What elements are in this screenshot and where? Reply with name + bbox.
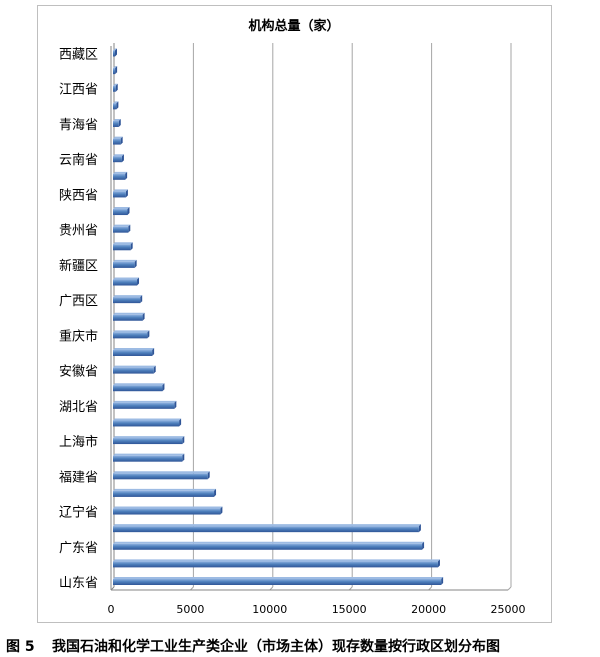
category-label: 广西区 [59, 294, 98, 309]
bar [113, 118, 121, 127]
figure-number: 图 5 [6, 639, 35, 655]
bar [113, 559, 440, 568]
bar [113, 506, 223, 515]
bar [113, 436, 185, 445]
gridline [507, 43, 512, 591]
bar [113, 83, 118, 92]
bar-chart: 机构总量（家） 西藏区江西省青海省云南省陕西省贵州省新疆区广西区重庆市安徽省湖北… [59, 18, 526, 616]
bar [113, 365, 156, 374]
category-label: 山东省 [59, 576, 98, 591]
bar [113, 577, 444, 585]
bar [113, 418, 182, 427]
x-tick-label: 25000 [491, 603, 526, 616]
bar [113, 136, 123, 145]
bar [113, 541, 425, 550]
category-label: 青海省 [59, 118, 98, 133]
x-tick-label: 15000 [332, 603, 367, 616]
category-label: 陕西省 [59, 188, 98, 203]
chart-title: 机构总量（家） [248, 18, 339, 34]
bar [113, 66, 118, 75]
bar [113, 154, 124, 163]
category-label: 重庆市 [59, 328, 98, 344]
bar [113, 101, 119, 110]
bar [113, 330, 150, 339]
figure-caption: 图 5 我国石油和化学工业生产类企业（市场主体）现存数量按行政区划分布图 [0, 634, 600, 656]
bar [113, 453, 185, 462]
gridline [348, 43, 353, 591]
gridline [269, 43, 274, 591]
x-tick-label: 0 [108, 603, 115, 616]
category-labels: 西藏区江西省青海省云南省陕西省贵州省新疆区广西区重庆市安徽省湖北省上海市福建省辽… [59, 48, 98, 592]
bar [113, 171, 128, 180]
category-label: 上海市 [59, 434, 98, 450]
category-label: 辽宁省 [59, 505, 98, 521]
category-label: 江西省 [59, 83, 98, 98]
bar [113, 471, 210, 480]
gridline [428, 43, 433, 591]
bar [113, 400, 177, 409]
bar [113, 383, 165, 392]
bar [113, 259, 137, 268]
figure-caption-text: 我国石油和化学工业生产类企业（市场主体）现存数量按行政区划分布图 [52, 639, 500, 655]
bar [113, 312, 145, 321]
bars [113, 48, 444, 585]
bar [113, 242, 133, 251]
category-label: 贵州省 [59, 224, 98, 239]
category-label: 西藏区 [59, 48, 98, 63]
category-label: 湖北省 [59, 400, 98, 415]
bar [113, 207, 130, 216]
category-label: 广东省 [59, 541, 98, 556]
bar [113, 488, 217, 497]
category-label: 云南省 [59, 152, 98, 168]
bar [113, 295, 143, 304]
x-tick-label: 20000 [411, 603, 446, 616]
bar [113, 189, 128, 198]
category-label: 福建省 [59, 470, 98, 485]
x-tick-label: 10000 [252, 603, 287, 616]
x-tick-label: 5000 [176, 603, 204, 616]
x-tick-labels: 0 5000 10000 15000 20000 25000 [108, 603, 526, 616]
bar [113, 524, 421, 533]
category-label: 新疆区 [59, 258, 98, 274]
axis-corner [110, 586, 115, 591]
bar [113, 277, 140, 286]
gridlines [190, 43, 512, 591]
bar [113, 224, 131, 233]
category-label: 安徽省 [59, 365, 98, 380]
bar [113, 48, 117, 57]
bar [113, 347, 155, 356]
